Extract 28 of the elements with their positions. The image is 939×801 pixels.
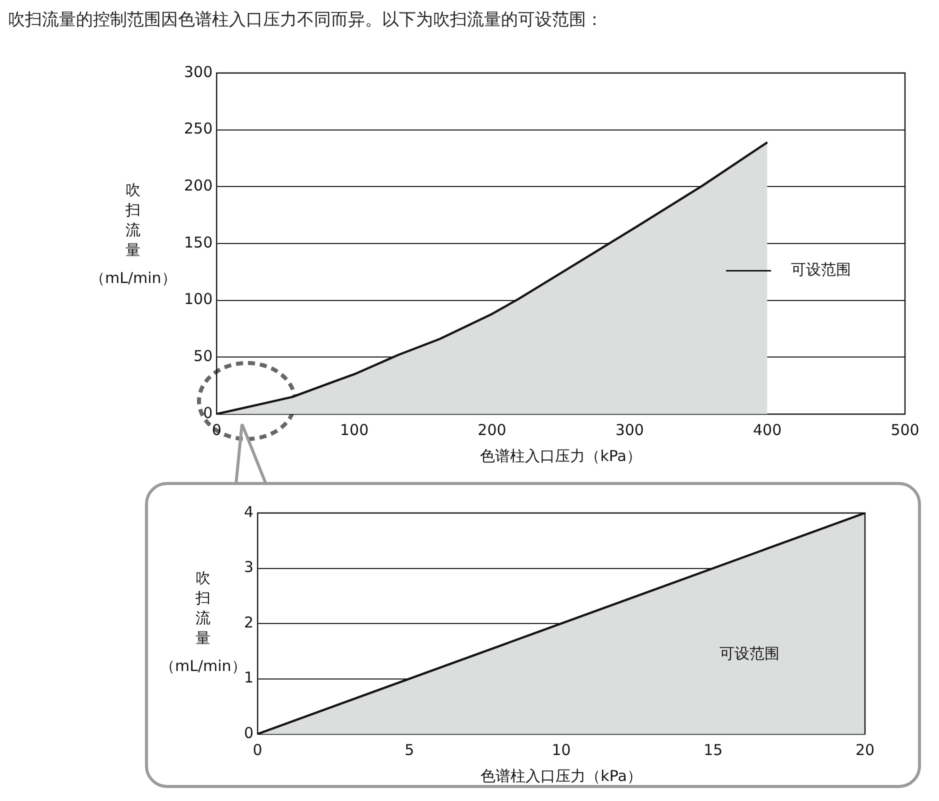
y-tick-label: 3 bbox=[244, 558, 254, 576]
x-tick-label: 200 bbox=[478, 420, 506, 439]
y-axis-title: 吹扫流量（mL/min） bbox=[160, 569, 246, 675]
legend-label: 可设范围 bbox=[791, 260, 852, 279]
x-tick-label: 400 bbox=[753, 420, 782, 439]
y-axis-title: 吹扫流量（mL/min） bbox=[90, 180, 176, 288]
y-tick-label: 4 bbox=[244, 502, 254, 521]
x-tick-label: 300 bbox=[615, 420, 644, 439]
y-tick-label: 200 bbox=[184, 176, 213, 195]
y-tick-label: 100 bbox=[184, 290, 213, 308]
x-axis-title: 色谱柱入口压力（kPa） bbox=[480, 766, 642, 785]
y-tick-label: 0 bbox=[203, 404, 213, 422]
annotation: 可设范围 bbox=[720, 644, 780, 662]
y-tick-label: 250 bbox=[184, 120, 213, 138]
x-tick-label: 20 bbox=[855, 740, 875, 759]
x-axis-title: 色谱柱入口压力（kPa） bbox=[480, 446, 642, 465]
x-tick-label: 100 bbox=[340, 420, 369, 439]
y-tick-label: 150 bbox=[184, 233, 213, 252]
x-tick-label: 500 bbox=[890, 420, 920, 439]
y-tick-label: 300 bbox=[184, 62, 213, 81]
y-tick-label: 2 bbox=[244, 613, 254, 632]
x-tick-label: 5 bbox=[404, 740, 414, 759]
x-tick-label: 10 bbox=[552, 740, 571, 759]
y-tick-label: 1 bbox=[244, 668, 254, 687]
x-tick-label: 15 bbox=[704, 740, 723, 759]
chart-title: 吹扫流量的控制范围因色谱柱入口压力不同而异。以下为吹扫流量的可设范围： bbox=[8, 9, 603, 31]
y-tick-label: 50 bbox=[194, 347, 213, 366]
y-tick-label: 0 bbox=[244, 724, 254, 742]
